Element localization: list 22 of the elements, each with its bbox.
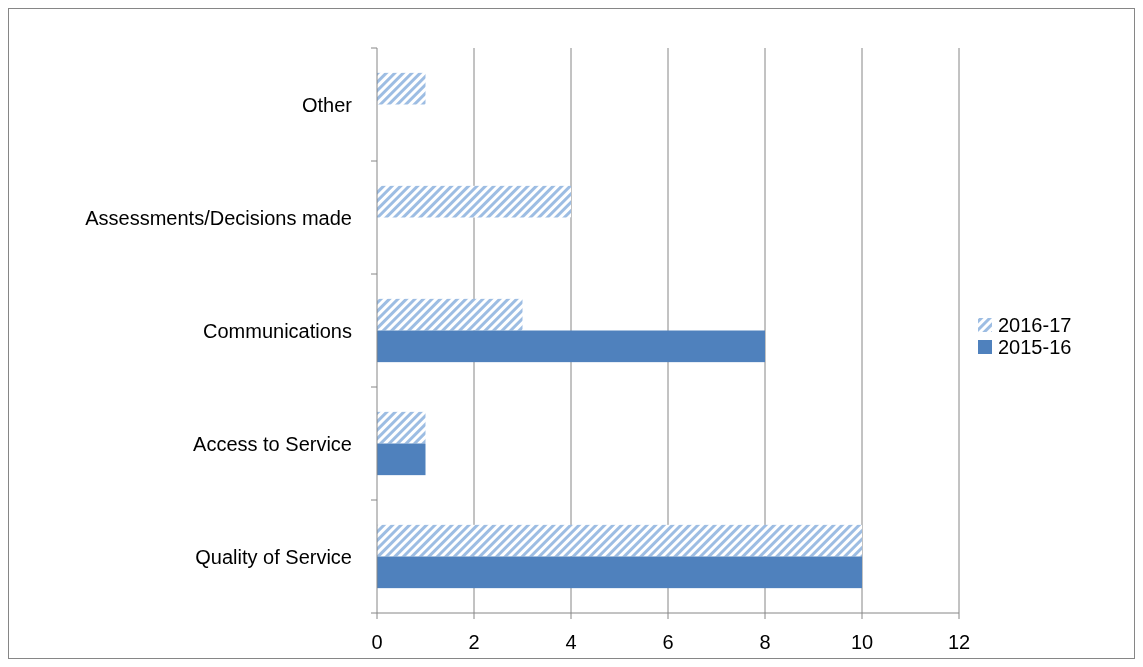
x-tick-label: 6	[662, 631, 674, 653]
x-tick-label: 8	[759, 631, 771, 653]
bar	[377, 556, 862, 589]
x-tick-label: 0	[371, 631, 383, 653]
y-tick-label: Communications	[203, 319, 352, 342]
x-tick-label: 12	[947, 631, 971, 653]
bar	[377, 411, 426, 444]
bar	[377, 524, 862, 557]
bar	[377, 72, 426, 105]
bar	[377, 330, 765, 363]
y-tick-label: Assessments/Decisions made	[85, 206, 352, 229]
bar	[377, 185, 571, 218]
y-tick-label: Other	[301, 93, 353, 116]
x-tick-label: 10	[850, 631, 874, 653]
legend-label: 2016-17	[998, 314, 1072, 336]
y-tick-label: Quality of Service	[195, 545, 352, 568]
y-tick-label: Access to Service	[193, 432, 352, 455]
x-tick-label: 2	[468, 631, 480, 653]
bar	[377, 443, 426, 476]
bar	[377, 298, 523, 331]
x-tick-label: 4	[565, 631, 577, 653]
legend-label: 2015-16	[998, 336, 1072, 358]
